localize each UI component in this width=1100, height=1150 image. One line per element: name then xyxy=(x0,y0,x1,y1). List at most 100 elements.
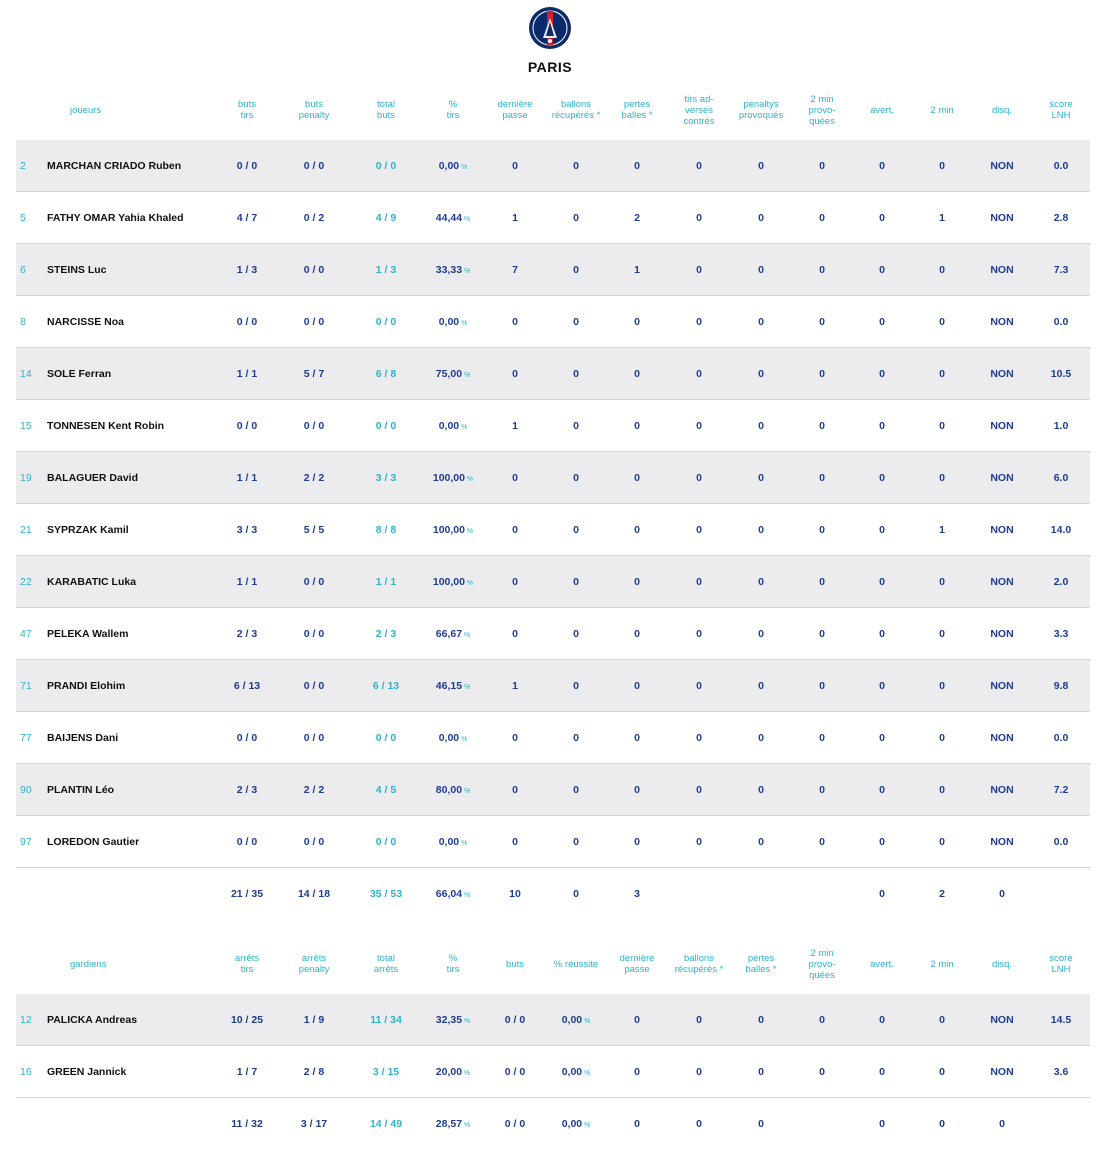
stat-cell: 0 / 0 xyxy=(350,712,422,764)
stat-cell: 0 xyxy=(792,712,852,764)
stat-cell: 5 / 5 xyxy=(278,504,350,556)
player-name[interactable]: MARCHAN CRIADO Ruben xyxy=(46,140,216,192)
stat-cell: 4 / 9 xyxy=(350,192,422,244)
stat-cell: 9.8 xyxy=(1032,660,1090,712)
player-name[interactable]: LOREDON Gautier xyxy=(46,816,216,868)
percent-sign: % xyxy=(462,788,470,795)
percent-sign: % xyxy=(459,424,467,431)
stat-cell xyxy=(792,868,852,921)
stat-cell: 1 xyxy=(606,244,668,296)
player-name[interactable]: GREEN Jannick xyxy=(46,1046,216,1098)
stat-cell: 0,00 % xyxy=(546,1046,606,1098)
stat-cell: 0 xyxy=(668,1046,730,1098)
stat-cell: 10.5 xyxy=(1032,348,1090,400)
blank-cell xyxy=(46,1098,216,1150)
percent-sign: % xyxy=(465,580,473,587)
stat-cell: 0 / 0 xyxy=(216,140,278,192)
goalkeepers-column-header: % réussite xyxy=(546,934,606,994)
stat-cell: 0 xyxy=(484,504,546,556)
stat-cell: 0 xyxy=(852,816,912,868)
stat-cell: 46,15 % xyxy=(422,660,484,712)
goalkeepers-column-header: avert. xyxy=(852,934,912,994)
player-name[interactable]: PELEKA Wallem xyxy=(46,608,216,660)
player-name[interactable]: SYPRZAK Kamil xyxy=(46,504,216,556)
player-name[interactable]: PRANDI Elohim xyxy=(46,660,216,712)
player-name[interactable]: BALAGUER David xyxy=(46,452,216,504)
stat-cell: 0 xyxy=(972,868,1032,921)
stat-cell: 0 xyxy=(546,660,606,712)
stat-cell: 0 xyxy=(668,244,730,296)
stat-cell: 14.5 xyxy=(1032,994,1090,1046)
percent-sign: % xyxy=(465,476,473,483)
percent-sign: % xyxy=(459,840,467,847)
stat-cell: 0 xyxy=(668,140,730,192)
stat-cell: 2 / 3 xyxy=(350,608,422,660)
stat-cell: 0 xyxy=(546,244,606,296)
stat-cell: 7.2 xyxy=(1032,764,1090,816)
stat-cell: NON xyxy=(972,192,1032,244)
player-name[interactable]: PLANTIN Léo xyxy=(46,764,216,816)
stat-cell: 2 / 2 xyxy=(278,452,350,504)
stat-cell: 0 xyxy=(668,712,730,764)
player-name[interactable]: NARCISSE Noa xyxy=(46,296,216,348)
player-name[interactable]: PALICKA Andreas xyxy=(46,994,216,1046)
stat-cell: 0 / 0 xyxy=(350,400,422,452)
stat-cell: 0 / 0 xyxy=(350,140,422,192)
stat-cell: 0,00 % xyxy=(422,816,484,868)
stat-cell: 0 xyxy=(484,712,546,764)
stat-cell: 0 / 0 xyxy=(216,400,278,452)
stat-cell: 0 xyxy=(792,244,852,296)
stat-cell: 0 / 0 xyxy=(278,244,350,296)
player-name[interactable]: FATHY OMAR Yahia Khaled xyxy=(46,192,216,244)
stat-cell: NON xyxy=(972,400,1032,452)
stat-cell: 0 / 0 xyxy=(216,712,278,764)
player-name[interactable]: STEINS Luc xyxy=(46,244,216,296)
player-name[interactable]: SOLE Ferran xyxy=(46,348,216,400)
stat-cell: 0 xyxy=(484,608,546,660)
stat-cell: 0 xyxy=(606,452,668,504)
stat-cell: 0 / 0 xyxy=(278,712,350,764)
stat-cell: 0 xyxy=(912,140,972,192)
player-name[interactable]: KARABATIC Luka xyxy=(46,556,216,608)
player-name[interactable]: TONNESEN Kent Robin xyxy=(46,400,216,452)
stat-cell: 2 / 3 xyxy=(216,608,278,660)
stat-cell: 0 xyxy=(730,1098,792,1150)
stat-cell: 0 xyxy=(912,296,972,348)
player-number: 19 xyxy=(16,452,46,504)
stat-cell: 0 xyxy=(852,400,912,452)
percent-sign: % xyxy=(462,1018,470,1025)
stat-cell: 0 xyxy=(912,608,972,660)
stat-cell: 66,67 % xyxy=(422,608,484,660)
stat-cell: 100,00 % xyxy=(422,504,484,556)
stat-cell: 3 / 17 xyxy=(278,1098,350,1150)
stat-cell: 0 xyxy=(912,400,972,452)
percent-sign: % xyxy=(459,736,467,743)
stat-cell: 0 xyxy=(792,660,852,712)
player-name[interactable]: BAIJENS Dani xyxy=(46,712,216,764)
stat-cell: 0 xyxy=(912,816,972,868)
stat-cell: 14 / 49 xyxy=(350,1098,422,1150)
stat-cell: 0 xyxy=(852,764,912,816)
